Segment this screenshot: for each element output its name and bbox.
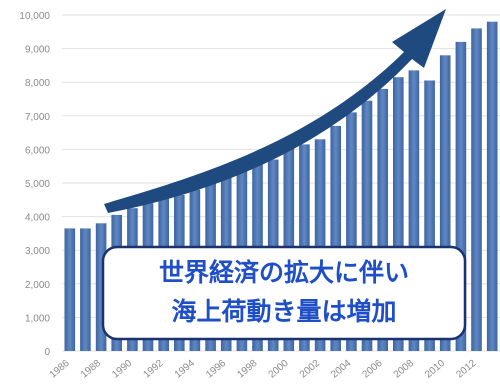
bar-2010 <box>439 55 451 352</box>
bar-2012 <box>471 28 482 352</box>
x-tick-label: 2010 <box>423 358 447 381</box>
callout-border <box>101 245 467 341</box>
y-tick-label: 5,000 <box>25 179 50 190</box>
bar-2013 <box>486 21 498 351</box>
y-tick-label: 1,000 <box>25 313 50 324</box>
y-tick-label: 0 <box>44 347 50 358</box>
bar-2003 <box>330 125 341 352</box>
y-tick-label: 6,000 <box>25 145 50 156</box>
y-tick-label: 8,000 <box>25 78 50 89</box>
callout-box: 世界経済の拡大に伴い 海上荷動き量は増加 <box>101 245 467 341</box>
y-tick-label: 9,000 <box>25 45 50 56</box>
callout-line-2: 海上荷動き量は増加 <box>171 297 396 326</box>
bar-2009 <box>424 80 435 351</box>
bar-1988 <box>95 223 107 351</box>
y-tick-label: 7,000 <box>25 112 50 123</box>
x-tick-label: 1986 <box>48 358 72 381</box>
y-tick-label: 10,000 <box>19 11 50 22</box>
x-tick-label: 2008 <box>392 358 416 381</box>
x-axis-ticks: 1986 1988 1990 1992 1994 1996 1998 2000 2002 2004… <box>48 358 479 381</box>
x-tick-label: 1996 <box>204 358 228 381</box>
bar-2006 <box>377 88 388 352</box>
y-tick-label: 2,000 <box>25 280 50 291</box>
callout-line-1: 世界経済の拡大に伴い <box>159 258 409 287</box>
bar-2004 <box>346 112 357 352</box>
x-tick-label: 2004 <box>329 358 353 381</box>
bar-2005 <box>361 100 373 351</box>
x-tick-label: 2002 <box>298 358 322 381</box>
x-tick-label: 1998 <box>235 358 259 381</box>
y-axis-ticks: 0 1,000 2,000 3,000 4,000 5,000 6,000 7,000 8,00… <box>19 11 50 358</box>
y-tick-label: 4,000 <box>25 213 50 224</box>
x-tick-label: 1988 <box>79 358 103 381</box>
x-tick-label: 2000 <box>267 358 291 381</box>
bar-2011 <box>455 41 467 352</box>
bar-1986 <box>64 228 76 351</box>
x-tick-label: 1990 <box>110 358 134 381</box>
bar-1987 <box>80 228 91 351</box>
x-tick-label: 2006 <box>360 358 384 381</box>
y-tick-label: 3,000 <box>25 246 50 257</box>
x-tick-label: 1992 <box>141 358 165 381</box>
bar-2002 <box>314 139 326 351</box>
x-tick-label: 1994 <box>173 358 197 381</box>
bar-2008 <box>408 70 420 352</box>
bar-2007 <box>393 77 404 351</box>
x-tick-label: 2012 <box>454 358 478 381</box>
